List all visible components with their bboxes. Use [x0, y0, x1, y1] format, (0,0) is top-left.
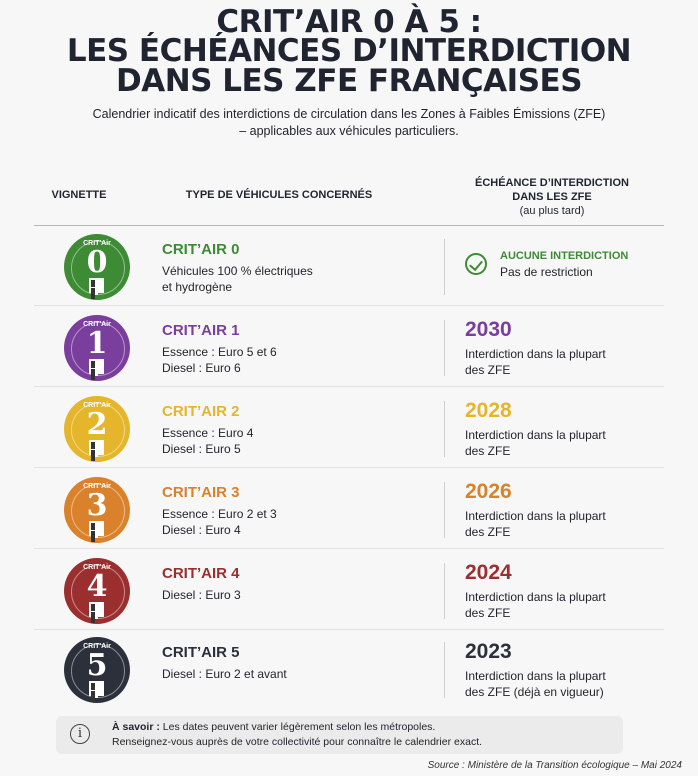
- critair-0-badge-icon: CRIT'Air 0: [64, 234, 130, 300]
- ban-desc-2: des ZFE (déjà en vigueur): [465, 685, 604, 699]
- row-vehicle-desc-2: Diesel : Euro 6: [162, 361, 241, 375]
- info-icon: i: [70, 724, 90, 744]
- check-circle-icon: [465, 253, 487, 275]
- table-header: VIGNETTE TYPE DE VÉHICULES CONCERNÉS ÉCH…: [34, 176, 664, 224]
- ban-desc-1: Interdiction dans la plupart: [465, 509, 606, 523]
- title-line-3: DANS LES ZFE FRANÇAISES: [115, 62, 583, 99]
- badge-label: CRIT'Air: [83, 402, 111, 409]
- title-line-1: CRIT’AIR 0 À 5 :: [216, 4, 482, 40]
- badge-label: CRIT'Air: [83, 240, 111, 247]
- table-row: CRIT'Air 4 CRIT’AIR 4 Diesel : Euro 3 2024 In…: [34, 551, 664, 630]
- title-line-2: LES ÉCHÉANCES D’INTERDICTION: [66, 33, 632, 70]
- ban-desc-1: Interdiction dans la plupart: [465, 669, 606, 683]
- critair-2-badge-icon: CRIT'Air 2: [64, 396, 130, 462]
- badge-number: 1: [86, 326, 108, 361]
- note-line-1: Les dates peuvent varier légèrement selo…: [159, 721, 436, 733]
- critair-4-badge-icon: CRIT'Air 4: [64, 558, 130, 624]
- qr-code-icon: [89, 440, 104, 461]
- row-vehicle-desc-2: Diesel : Euro 4: [162, 523, 241, 537]
- badge-number: 5: [86, 648, 108, 683]
- row-vehicle-desc-1: Diesel : Euro 3: [162, 588, 241, 602]
- critair-1-badge-icon: CRIT'Air 1: [64, 315, 130, 381]
- ban-desc-2: des ZFE: [465, 606, 511, 620]
- row-vehicle-desc-1: Véhicules 100 % électriques: [162, 264, 313, 278]
- source-credit: Source : Ministère de la Transition écol…: [427, 760, 682, 771]
- ban-desc-1: Interdiction dans la plupart: [465, 590, 606, 604]
- badge-number: 0: [86, 245, 108, 280]
- badge-label: CRIT'Air: [83, 643, 111, 650]
- row-category-name: CRIT’AIR 0: [162, 241, 240, 258]
- no-ban-desc: Pas de restriction: [500, 265, 593, 279]
- row-vehicle-desc-1: Essence : Euro 5 et 6: [162, 345, 277, 359]
- note-bold: À savoir :: [112, 721, 160, 733]
- badge-label: CRIT'Air: [83, 321, 111, 328]
- row-vehicle-desc-2: Diesel : Euro 5: [162, 442, 241, 456]
- qr-code-icon: [89, 359, 104, 380]
- row-vehicle-desc-1: Essence : Euro 4: [162, 426, 254, 440]
- table-row: CRIT'Air 1 CRIT’AIR 1 Essence : Euro 5 et 6…: [34, 308, 664, 387]
- column-divider: [444, 239, 445, 295]
- table-row: CRIT'Air 3 CRIT’AIR 3 Essence : Euro 2 et 3…: [34, 470, 664, 549]
- ban-desc-1: Interdiction dans la plupart: [465, 347, 606, 361]
- header-vehicle-type: TYPE DE VÉHICULES CONCERNÉS: [185, 189, 373, 201]
- header-vignette: VIGNETTE: [51, 189, 107, 201]
- badge-number: 3: [86, 488, 108, 523]
- header-deadline-line-1: ÉCHÉANCE D’INTERDICTION: [474, 177, 629, 189]
- header-deadline-line-2: DANS LES ZFE: [512, 191, 592, 203]
- row-vehicle-desc-2: et hydrogène: [162, 280, 233, 294]
- ban-desc-1: Interdiction dans la plupart: [465, 428, 606, 442]
- table-row: CRIT'Air 0 CRIT’AIR 0 Véhicules 100 % élect…: [34, 227, 664, 306]
- row-category-name: CRIT’AIR 1: [162, 322, 240, 339]
- column-divider: [444, 563, 445, 619]
- note-text: À savoir : Les dates peuvent varier légè…: [112, 720, 482, 750]
- note-line-2: Renseignez-vous auprès de votre collecti…: [112, 736, 483, 748]
- table-row: CRIT'Air 5 CRIT’AIR 5 Diesel : Euro 2 et av…: [34, 630, 664, 708]
- column-divider: [444, 401, 445, 457]
- row-category-name: CRIT’AIR 4: [162, 565, 240, 582]
- badge-label: CRIT'Air: [83, 483, 111, 490]
- qr-code-icon: [89, 278, 104, 299]
- ban-year: 2028: [465, 399, 512, 422]
- row-vehicle-desc-1: Essence : Euro 2 et 3: [162, 507, 277, 521]
- ban-desc-2: des ZFE: [465, 363, 511, 377]
- page-title: CRIT’AIR 0 À 5 : LES ÉCHÉANCES D’INTERDI…: [0, 4, 698, 99]
- subtitle-line-1: Calendrier indicatif des interdictions d…: [92, 107, 606, 122]
- critair-3-badge-icon: CRIT'Air 3: [64, 477, 130, 543]
- info-note: i À savoir : Les dates peuvent varier lé…: [56, 716, 623, 754]
- subtitle: Calendrier indicatif des interdictions d…: [0, 106, 698, 140]
- row-vehicle-desc-1: Diesel : Euro 2 et avant: [162, 667, 287, 681]
- ban-year: 2024: [465, 561, 512, 584]
- table-row: CRIT'Air 2 CRIT’AIR 2 Essence : Euro 4 Diese…: [34, 389, 664, 468]
- ban-desc-2: des ZFE: [465, 444, 511, 458]
- ban-year: 2023: [465, 640, 512, 663]
- badge-label: CRIT'Air: [83, 564, 111, 571]
- qr-code-icon: [89, 521, 104, 542]
- row-category-name: CRIT’AIR 3: [162, 484, 240, 501]
- badge-number: 4: [86, 569, 108, 604]
- header-deadline-note: (au plus tard): [519, 205, 585, 217]
- column-divider: [444, 482, 445, 538]
- row-category-name: CRIT’AIR 2: [162, 403, 240, 420]
- row-category-name: CRIT’AIR 5: [162, 644, 240, 661]
- column-divider: [444, 642, 445, 698]
- qr-code-icon: [89, 681, 104, 702]
- qr-code-icon: [89, 602, 104, 623]
- subtitle-line-2: – applicables aux véhicules particuliers…: [239, 124, 459, 139]
- ban-desc-2: des ZFE: [465, 525, 511, 539]
- critair-5-badge-icon: CRIT'Air 5: [64, 637, 130, 703]
- no-ban-status: AUCUNE INTERDICTION: [500, 250, 629, 262]
- header-divider: [34, 225, 664, 226]
- column-divider: [444, 320, 445, 376]
- ban-year: 2030: [465, 318, 512, 341]
- ban-year: 2026: [465, 480, 512, 503]
- header-deadline: ÉCHÉANCE D’INTERDICTION DANS LES ZFE (au…: [452, 176, 652, 218]
- badge-number: 2: [86, 407, 108, 442]
